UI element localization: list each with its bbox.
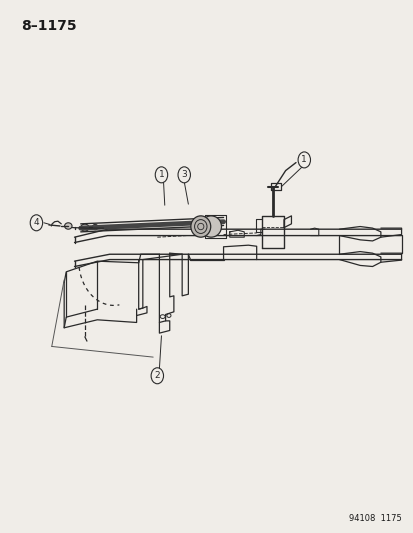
Text: 1: 1 [158, 171, 164, 179]
Circle shape [30, 215, 43, 231]
Ellipse shape [64, 223, 72, 229]
Circle shape [297, 152, 310, 168]
Text: 3: 3 [181, 171, 187, 179]
Circle shape [151, 368, 163, 384]
Ellipse shape [81, 224, 89, 231]
Ellipse shape [200, 216, 221, 237]
Text: 2: 2 [154, 372, 160, 380]
Circle shape [155, 167, 167, 183]
Text: 4: 4 [33, 219, 39, 227]
Circle shape [178, 167, 190, 183]
Text: 94108  1175: 94108 1175 [348, 514, 401, 523]
Text: 8–1175: 8–1175 [21, 19, 76, 33]
Ellipse shape [190, 216, 210, 237]
Ellipse shape [92, 224, 98, 230]
Text: 1: 1 [301, 156, 306, 164]
